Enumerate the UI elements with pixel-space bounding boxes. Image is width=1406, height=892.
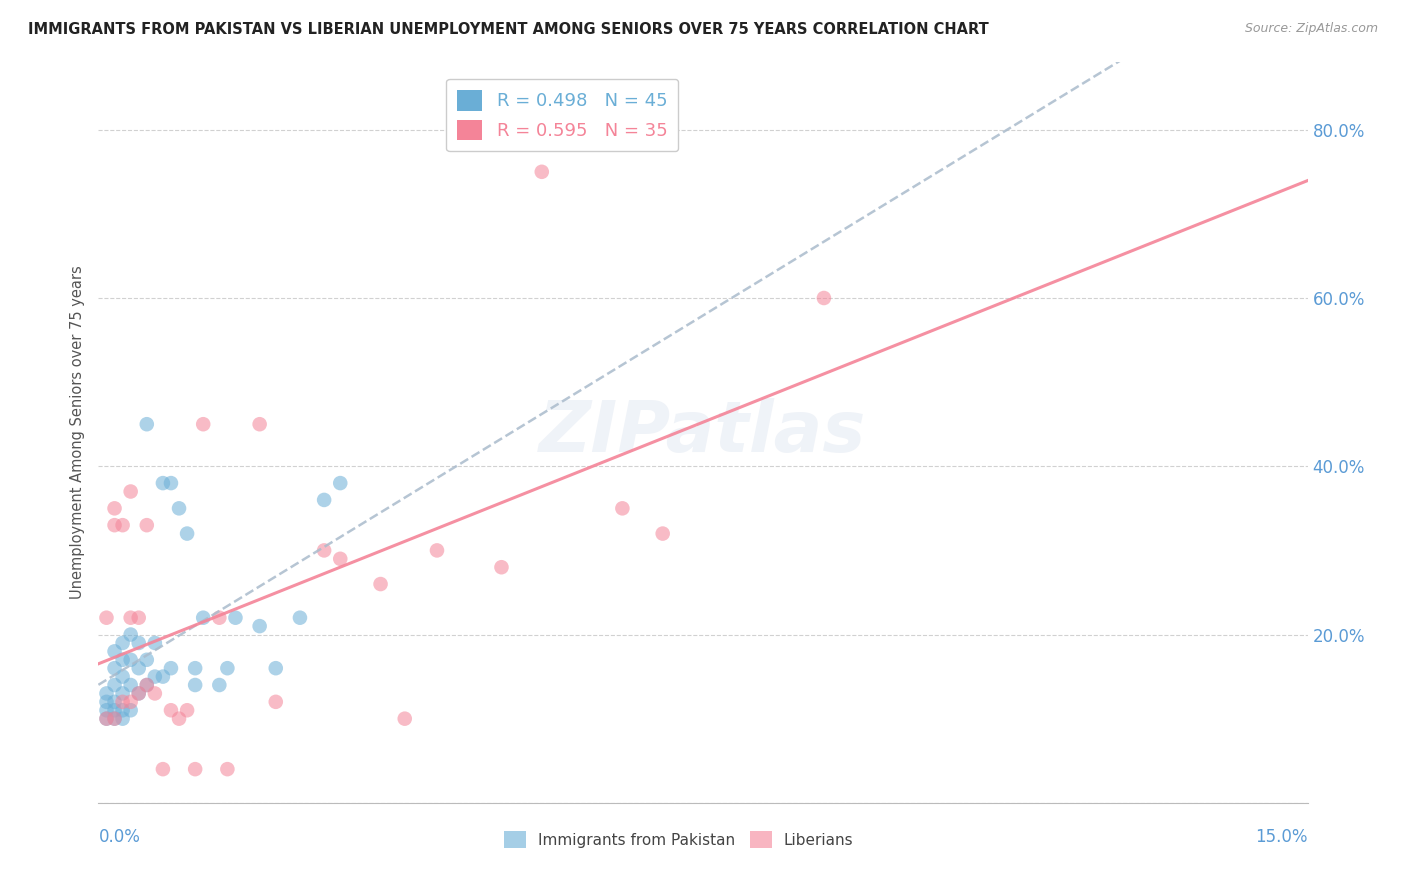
Point xyxy=(651,526,673,541)
Point xyxy=(103,501,125,516)
Point xyxy=(120,484,142,499)
Point xyxy=(176,526,198,541)
Point xyxy=(249,417,271,432)
Point xyxy=(120,627,142,641)
Point xyxy=(96,712,118,726)
Point xyxy=(160,476,183,491)
Point xyxy=(491,560,513,574)
Text: 15.0%: 15.0% xyxy=(1256,828,1308,846)
Point xyxy=(103,712,125,726)
Point xyxy=(249,619,271,633)
Point xyxy=(612,501,634,516)
Point xyxy=(813,291,835,305)
Text: ZIPatlas: ZIPatlas xyxy=(540,398,866,467)
Point xyxy=(217,661,239,675)
Point xyxy=(160,703,183,717)
Point xyxy=(103,678,125,692)
Point xyxy=(111,653,134,667)
Point xyxy=(111,670,134,684)
Point xyxy=(152,476,174,491)
Point xyxy=(167,501,190,516)
Point xyxy=(103,703,125,717)
Point xyxy=(143,636,166,650)
Point xyxy=(329,476,352,491)
Point xyxy=(208,678,231,692)
Point xyxy=(329,551,352,566)
Point xyxy=(176,703,198,717)
Text: 0.0%: 0.0% xyxy=(98,828,141,846)
Point xyxy=(120,653,142,667)
Point xyxy=(184,762,207,776)
Point xyxy=(208,610,231,624)
Point xyxy=(184,661,207,675)
Point xyxy=(111,712,134,726)
Point xyxy=(193,610,215,624)
Point xyxy=(135,653,157,667)
Point xyxy=(193,417,215,432)
Point xyxy=(111,695,134,709)
Point xyxy=(167,712,190,726)
Point xyxy=(103,712,125,726)
Point xyxy=(128,686,150,700)
Point xyxy=(264,661,287,675)
Point xyxy=(120,703,142,717)
Point xyxy=(120,695,142,709)
Point xyxy=(111,636,134,650)
Point xyxy=(96,712,118,726)
Point xyxy=(128,636,150,650)
Point xyxy=(314,492,336,507)
Legend: Immigrants from Pakistan, Liberians: Immigrants from Pakistan, Liberians xyxy=(498,824,859,855)
Point xyxy=(120,678,142,692)
Point xyxy=(288,610,311,624)
Point xyxy=(111,703,134,717)
Point xyxy=(96,695,118,709)
Point xyxy=(217,762,239,776)
Point xyxy=(103,661,125,675)
Point xyxy=(370,577,392,591)
Point xyxy=(96,686,118,700)
Point xyxy=(111,518,134,533)
Point xyxy=(135,417,157,432)
Point xyxy=(96,610,118,624)
Point xyxy=(394,712,416,726)
Point xyxy=(264,695,287,709)
Point xyxy=(128,686,150,700)
Point xyxy=(128,661,150,675)
Point xyxy=(103,644,125,658)
Point xyxy=(224,610,246,624)
Point xyxy=(120,610,142,624)
Text: IMMIGRANTS FROM PAKISTAN VS LIBERIAN UNEMPLOYMENT AMONG SENIORS OVER 75 YEARS CO: IMMIGRANTS FROM PAKISTAN VS LIBERIAN UNE… xyxy=(28,22,988,37)
Point xyxy=(530,165,553,179)
Point xyxy=(152,762,174,776)
Point xyxy=(135,678,157,692)
Point xyxy=(128,610,150,624)
Point xyxy=(96,703,118,717)
Point xyxy=(160,661,183,675)
Text: Source: ZipAtlas.com: Source: ZipAtlas.com xyxy=(1244,22,1378,36)
Point xyxy=(135,678,157,692)
Point xyxy=(135,518,157,533)
Point xyxy=(426,543,449,558)
Point xyxy=(143,686,166,700)
Point xyxy=(314,543,336,558)
Y-axis label: Unemployment Among Seniors over 75 years: Unemployment Among Seniors over 75 years xyxy=(70,266,86,599)
Point xyxy=(103,695,125,709)
Point xyxy=(103,518,125,533)
Point xyxy=(111,686,134,700)
Point xyxy=(152,670,174,684)
Point xyxy=(143,670,166,684)
Point xyxy=(184,678,207,692)
